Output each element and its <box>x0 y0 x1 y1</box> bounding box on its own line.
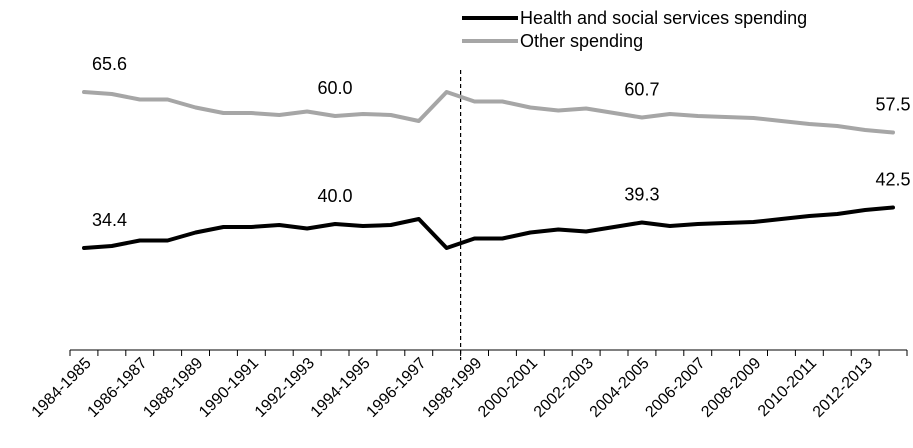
x-tick-label: 1992-1993 <box>252 355 318 421</box>
x-tick-label: 2004-2005 <box>587 355 653 421</box>
x-tick-label: 2008-2009 <box>698 355 764 421</box>
x-tick-label: 2006-2007 <box>642 355 708 421</box>
data-label: 60.0 <box>318 78 353 98</box>
data-label: 39.3 <box>624 185 659 205</box>
data-label: 57.5 <box>876 95 911 115</box>
x-tick-label: 2012-2013 <box>810 355 876 421</box>
x-tick-label: 2000-2001 <box>475 355 541 421</box>
data-label: 60.7 <box>624 80 659 100</box>
legend-label: Health and social services spending <box>520 8 807 28</box>
series-line-other <box>82 90 895 135</box>
data-label: 65.6 <box>92 54 127 74</box>
plot-area: 34.4 40.0 39.3 42.5 65.6 60.0 60.7 57.5 <box>82 54 911 360</box>
x-tick-label: 2002-2003 <box>531 355 597 421</box>
x-tick-label: 1990-1991 <box>196 355 262 421</box>
series-line-health-social <box>82 205 895 250</box>
data-label: 34.4 <box>92 210 127 230</box>
x-axis: 1984-19851986-19871988-19891990-19911992… <box>29 349 908 421</box>
legend-label: Other spending <box>520 31 643 51</box>
data-label: 40.0 <box>318 186 353 206</box>
x-tick-label: 1998-1999 <box>419 355 485 421</box>
data-label: 42.5 <box>876 170 911 190</box>
x-tick-label: 1994-1995 <box>308 355 374 421</box>
x-tick-label: 1984-1985 <box>29 355 95 421</box>
legend: Health and social services spending Other… <box>462 8 807 51</box>
x-tick-label: 1988-1989 <box>140 355 206 421</box>
x-tick-label: 1996-1997 <box>363 355 429 421</box>
x-tick-label: 1986-1987 <box>84 355 150 421</box>
